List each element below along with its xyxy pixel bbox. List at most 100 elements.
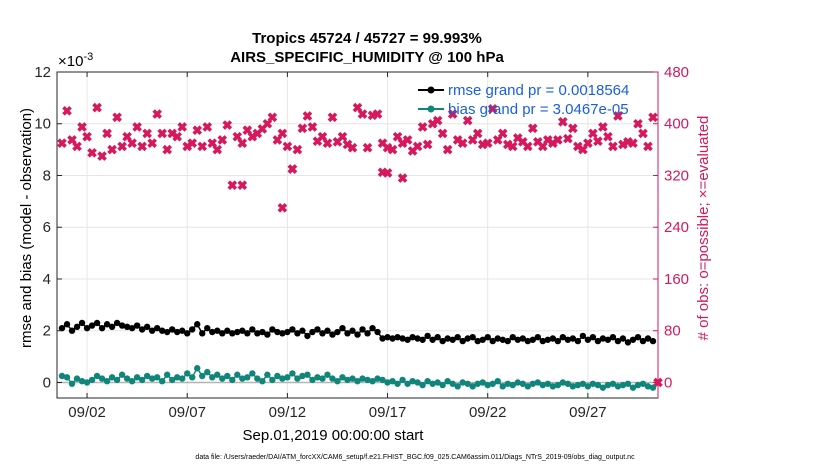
- plot-background: [57, 72, 658, 398]
- obs-count-marker: [92, 102, 102, 113]
- rmse-point: [509, 333, 516, 341]
- rmse-point: [564, 336, 572, 343]
- rmse-point: [299, 327, 306, 334]
- rmse-point: [189, 326, 196, 333]
- obs-count-marker: [447, 109, 458, 119]
- obs-count-marker: [162, 144, 172, 155]
- rmse-point: [163, 328, 171, 336]
- obs-count-marker: [217, 135, 228, 145]
- rmse-point: [464, 335, 471, 342]
- rmse-point: [619, 335, 627, 342]
- bias-point: [619, 381, 627, 389]
- obs-count-marker: [142, 128, 152, 139]
- obs-count-marker: [362, 142, 373, 153]
- obs-count-marker: [127, 138, 137, 148]
- obs-count-marker: [583, 138, 593, 148]
- x-tick-label: 09/27: [569, 404, 607, 421]
- obs-count-marker: [187, 138, 198, 148]
- rmse-point: [364, 330, 371, 337]
- bias-point: [599, 384, 607, 391]
- bias-point: [364, 376, 371, 384]
- bias-point: [204, 368, 211, 376]
- bias-point: [519, 380, 526, 387]
- obs-count-marker: [102, 128, 112, 139]
- rmse-point: [639, 337, 647, 345]
- obs-count-marker: [563, 133, 573, 144]
- bias-point: [584, 383, 592, 390]
- y-left-tick-label: 12: [34, 64, 51, 81]
- rmse-point: [209, 328, 216, 336]
- rmse-point: [489, 337, 496, 345]
- rmse-point: [469, 333, 476, 341]
- rmse-point: [304, 332, 311, 340]
- bias-point: [289, 370, 296, 377]
- bias-point: [184, 370, 191, 377]
- bias-point: [644, 383, 652, 390]
- bias-point: [98, 375, 106, 382]
- legend-bias-label: bias grand pr = 3.0467e-05: [448, 101, 629, 118]
- y-left-tick-label: 10: [34, 116, 51, 133]
- bias-point: [73, 375, 81, 382]
- bias-point: [299, 372, 306, 380]
- rmse-point: [73, 323, 81, 331]
- bias-point: [219, 375, 226, 382]
- obs-count-marker: [588, 128, 598, 139]
- rmse-point: [404, 336, 411, 343]
- y-left-tick-label: 2: [43, 323, 51, 340]
- bias-point: [153, 374, 161, 381]
- obs-count-marker: [633, 118, 643, 129]
- rmse-point: [309, 328, 316, 336]
- rmse-point: [369, 324, 376, 332]
- bias-point: [469, 383, 476, 390]
- bias-point: [374, 375, 381, 382]
- rmse-point: [529, 336, 536, 343]
- obs-count-marker: [337, 131, 348, 142]
- obs-count-marker: [442, 144, 453, 155]
- rmse-point: [174, 328, 181, 336]
- rmse-point: [78, 319, 86, 327]
- legend-bias-marker: [427, 105, 435, 113]
- rmse-point: [138, 326, 146, 333]
- rmse-point: [554, 337, 562, 345]
- bias-point: [108, 374, 116, 381]
- bias-point: [294, 375, 301, 382]
- bias-point: [574, 381, 582, 389]
- y-right-tick-label: 80: [664, 323, 681, 340]
- bias-point: [264, 371, 271, 378]
- bias-point: [143, 372, 151, 380]
- bias-point: [634, 381, 642, 389]
- bias-point: [649, 384, 657, 391]
- obs-count-marker: [132, 122, 142, 132]
- obs-count-marker: [402, 135, 413, 145]
- obs-count-marker: [87, 148, 97, 158]
- obs-count-marker: [553, 135, 563, 145]
- obs-count-marker: [302, 111, 313, 121]
- bias-point: [449, 380, 456, 387]
- bias-point: [344, 376, 351, 384]
- rmse-point: [153, 324, 161, 332]
- legend-rmse-label: rmse grand pr = 0.0018564: [448, 82, 629, 99]
- rmse-point: [439, 337, 446, 345]
- obs-count-marker: [197, 141, 208, 152]
- rmse-point: [214, 327, 221, 334]
- rmse-point: [584, 336, 592, 343]
- obs-count-marker: [382, 168, 393, 178]
- y-left-exponent-power: -3: [83, 51, 93, 63]
- rmse-point: [63, 321, 71, 328]
- bias-point: [103, 377, 111, 385]
- obs-count-marker: [422, 139, 433, 150]
- rmse-point: [244, 330, 251, 337]
- bias-point: [194, 365, 201, 372]
- rmse-point: [644, 335, 652, 342]
- bias-point: [459, 379, 466, 386]
- bias-point: [414, 379, 421, 386]
- obs-count-marker: [387, 144, 398, 155]
- bias-point: [514, 379, 521, 386]
- bias-point: [158, 377, 166, 385]
- bias-point: [409, 377, 416, 385]
- bias-point: [604, 381, 612, 389]
- rmse-point: [179, 327, 186, 334]
- rmse-point: [379, 335, 386, 342]
- rmse-point: [434, 333, 441, 341]
- bias-point: [484, 381, 491, 389]
